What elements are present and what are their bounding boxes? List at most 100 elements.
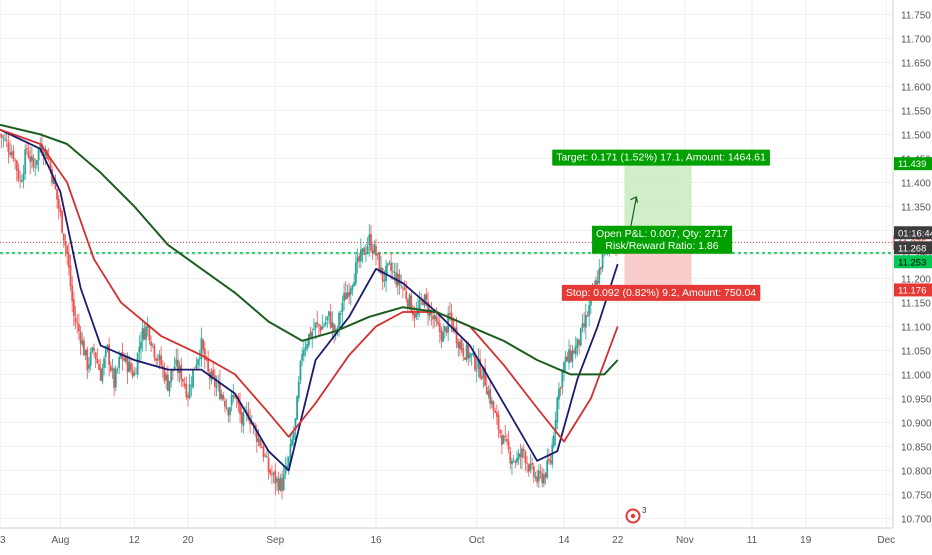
candle-body xyxy=(160,355,163,366)
candle-body xyxy=(516,458,518,463)
candle-body xyxy=(67,253,70,268)
candle-body xyxy=(193,367,196,369)
candle-body xyxy=(470,353,473,356)
candle-body xyxy=(474,353,476,370)
candle-body xyxy=(25,148,28,150)
candle-body xyxy=(358,255,361,261)
candle-body xyxy=(301,353,304,361)
target-label[interactable]: Target: 0.171 (1.52%) 17.1, Amount: 1464… xyxy=(552,149,770,166)
candle-body xyxy=(36,159,38,166)
candle-body xyxy=(412,311,414,315)
candle-body xyxy=(425,294,428,301)
candle-body xyxy=(91,347,94,352)
candle-body xyxy=(490,400,493,405)
candle-body xyxy=(536,476,539,483)
candle-body xyxy=(74,317,77,323)
candle-body xyxy=(554,420,557,434)
candle-body xyxy=(574,345,577,355)
candle-body xyxy=(39,144,42,148)
candle-body xyxy=(72,299,75,317)
candle-body xyxy=(339,313,342,315)
candle-body xyxy=(232,394,235,397)
candle-body xyxy=(52,177,55,184)
candle-body xyxy=(344,292,347,300)
candle-body xyxy=(188,384,191,399)
candle-body xyxy=(66,246,69,254)
price-tag-background xyxy=(894,226,932,240)
candle-body xyxy=(564,356,567,363)
candle-body xyxy=(34,166,37,168)
candle-body xyxy=(242,411,245,427)
time-tick-label: 22 xyxy=(612,535,624,546)
candle-body xyxy=(168,380,171,392)
candle-body xyxy=(351,285,354,290)
candle-body xyxy=(319,326,322,332)
candle-body xyxy=(103,358,105,368)
candle-body xyxy=(198,358,201,360)
candle-body xyxy=(338,312,340,328)
candle-body xyxy=(131,370,134,377)
candle-body xyxy=(57,198,60,209)
candle-body xyxy=(378,253,381,273)
price-lines xyxy=(0,241,893,254)
candle-body xyxy=(0,134,3,138)
candle-body xyxy=(323,325,325,327)
candle-body xyxy=(62,233,65,241)
candle-body xyxy=(276,478,278,483)
price-tick-label: 11.350 xyxy=(901,202,931,213)
time-axis[interactable]: 23 Aug 12 20 Sep 16 Oct 14 22 Nov 11 19 Dec xyxy=(0,535,895,546)
candle-body xyxy=(84,349,87,356)
position-labels[interactable]: Target: 0.171 (1.52%) 17.1, Amount: 1464… xyxy=(552,149,770,301)
candle-body xyxy=(531,463,534,465)
event-icon-dot xyxy=(630,513,636,519)
candle-body xyxy=(255,429,258,442)
candle-body xyxy=(279,477,282,491)
candle-body xyxy=(566,356,569,362)
candle-body xyxy=(10,152,13,155)
candle-body xyxy=(318,324,320,327)
candle-body xyxy=(240,412,243,425)
candle-body xyxy=(0,134,1,135)
time-tick-label: Dec xyxy=(877,535,895,546)
candle-body xyxy=(465,344,468,360)
candle-body xyxy=(579,328,582,346)
price-tick-label: 10.900 xyxy=(901,418,932,429)
price-tick-label: 10.700 xyxy=(901,514,932,525)
candle-body xyxy=(539,471,542,474)
candle-body xyxy=(469,353,471,358)
candle-body xyxy=(601,251,604,269)
candle-body xyxy=(453,327,456,331)
stop-label[interactable]: Stop: 0.092 (0.82%) 9.2, Amount: 750.04 xyxy=(561,284,761,301)
candle-body xyxy=(19,179,22,181)
candle-body xyxy=(143,328,146,340)
candle-body xyxy=(274,470,277,484)
price-tick-label: 11.700 xyxy=(901,34,931,45)
candle-body xyxy=(81,340,84,345)
candle-body xyxy=(388,261,391,263)
candle-body xyxy=(443,326,446,331)
candle-body xyxy=(581,323,584,329)
candle-body xyxy=(578,339,581,345)
candle-body xyxy=(321,326,324,330)
time-tick-label: Nov xyxy=(676,535,694,546)
candle-body xyxy=(146,324,149,328)
open-pnl-text: Open P&L: 0.007, Qty: 2717 xyxy=(596,228,728,240)
candle-body xyxy=(492,401,495,411)
candle-body xyxy=(2,137,5,139)
candle-body xyxy=(353,281,356,287)
candle-body xyxy=(549,460,552,463)
candle-body xyxy=(561,371,564,388)
candle-body xyxy=(286,465,288,469)
candle-body xyxy=(175,359,178,365)
candle-body xyxy=(32,157,35,168)
candle-body xyxy=(534,476,537,479)
candle-body xyxy=(302,350,305,356)
candle-body xyxy=(410,295,413,313)
candle-body xyxy=(418,299,421,311)
event-badge[interactable]: 3 xyxy=(625,506,648,524)
candle-body xyxy=(484,367,487,386)
candle-body xyxy=(49,161,52,169)
